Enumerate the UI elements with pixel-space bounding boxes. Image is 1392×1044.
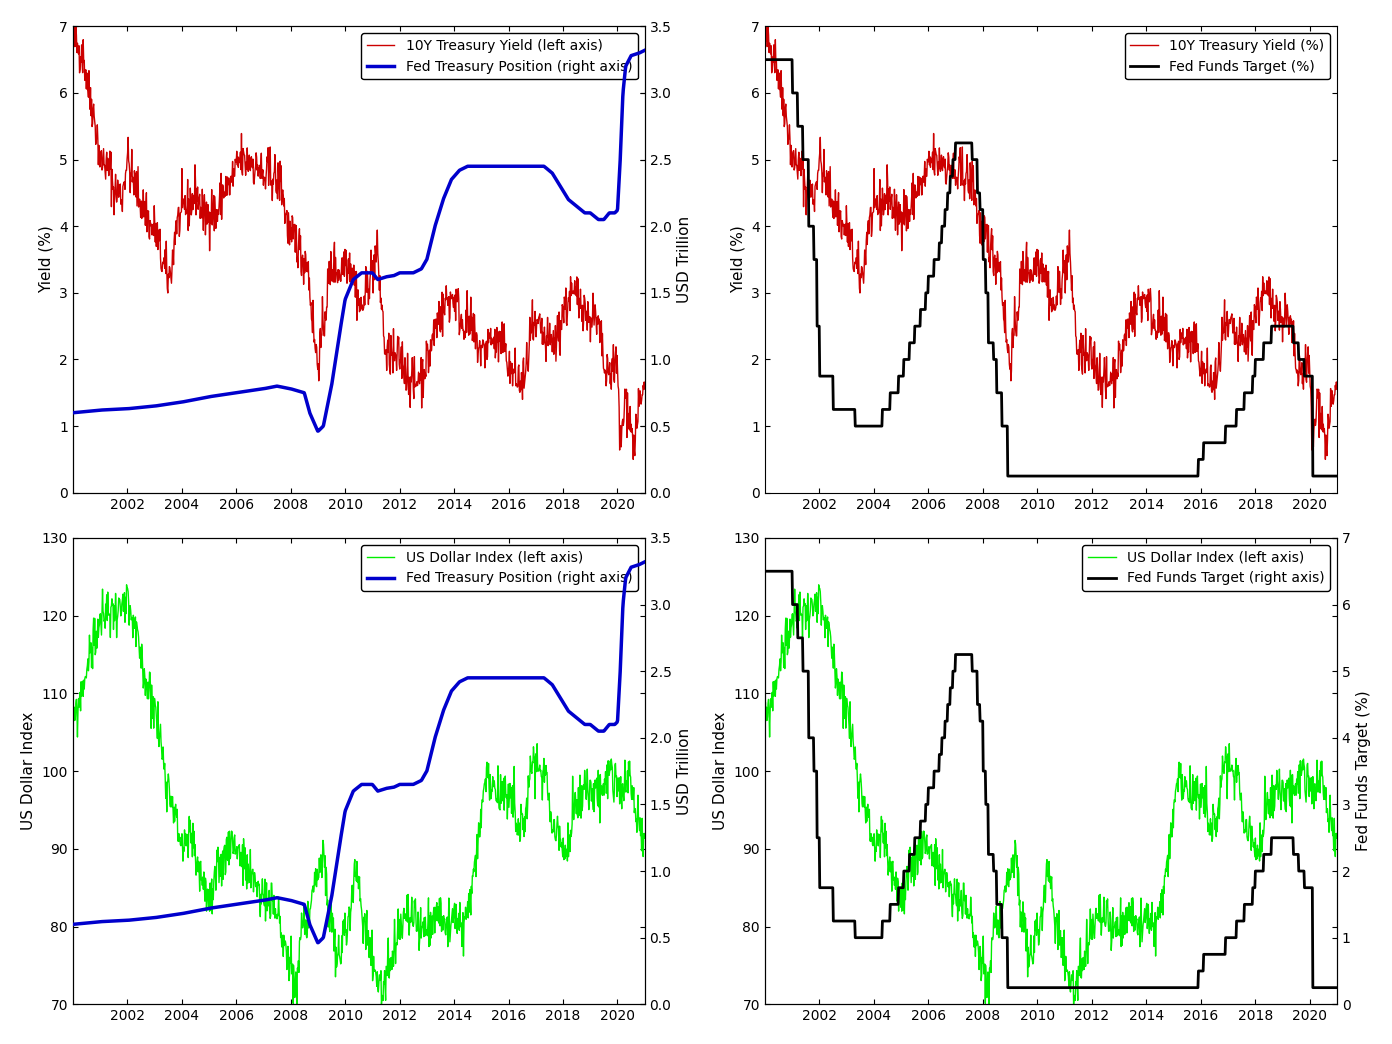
Y-axis label: US Dollar Index: US Dollar Index	[21, 712, 36, 830]
Y-axis label: USD Trillion: USD Trillion	[677, 216, 692, 303]
Y-axis label: Yield (%): Yield (%)	[731, 226, 746, 293]
Legend: 10Y Treasury Yield (left axis), Fed Treasury Position (right axis): 10Y Treasury Yield (left axis), Fed Trea…	[361, 33, 638, 79]
Y-axis label: USD Trillion: USD Trillion	[677, 728, 692, 814]
Legend: US Dollar Index (left axis), Fed Funds Target (right axis): US Dollar Index (left axis), Fed Funds T…	[1083, 545, 1329, 591]
Legend: 10Y Treasury Yield (%), Fed Funds Target (%): 10Y Treasury Yield (%), Fed Funds Target…	[1125, 33, 1329, 79]
Legend: US Dollar Index (left axis), Fed Treasury Position (right axis): US Dollar Index (left axis), Fed Treasur…	[361, 545, 638, 591]
Y-axis label: US Dollar Index: US Dollar Index	[713, 712, 728, 830]
Y-axis label: Fed Funds Target (%): Fed Funds Target (%)	[1356, 691, 1371, 852]
Y-axis label: Yield (%): Yield (%)	[39, 226, 53, 293]
